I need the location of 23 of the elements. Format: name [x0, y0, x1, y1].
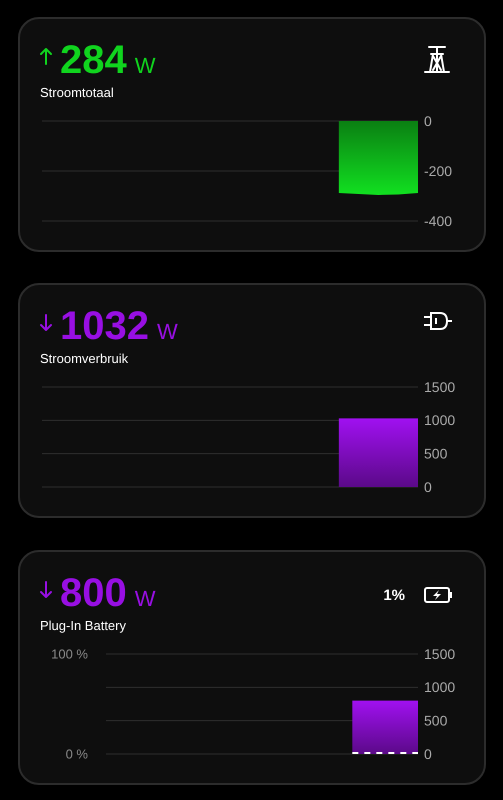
y2-tick-label: 0 % — [66, 746, 88, 762]
y-tick-label: 500 — [424, 712, 448, 729]
text: 284 — [60, 38, 127, 82]
y-tick-label: -400 — [424, 212, 452, 229]
y-tick-label: 1500 — [424, 378, 456, 395]
y-tick-label: 1000 — [424, 412, 456, 428]
y-tick-label: 0 — [424, 112, 432, 129]
y-tick-label: -200 — [424, 162, 452, 179]
chart-title: Plug-In Battery — [40, 618, 126, 633]
y2-tick-label: 100 % — [51, 646, 88, 662]
text: 800 — [60, 571, 127, 615]
text: 1% — [383, 587, 405, 604]
y-tick-label: 0 — [424, 746, 432, 762]
y-tick-label: 0 — [424, 478, 432, 495]
y-tick-label: 500 — [424, 446, 448, 462]
text: W — [156, 319, 178, 344]
chart-title: Stroomtotaal — [40, 85, 114, 100]
text: W — [134, 53, 156, 78]
y-tick-label: 1000 — [424, 679, 456, 696]
chart-title: Stroomverbruik — [40, 351, 129, 366]
text: W — [134, 586, 156, 611]
y-tick-label: 1500 — [424, 646, 456, 662]
text: 1032 — [60, 304, 149, 348]
